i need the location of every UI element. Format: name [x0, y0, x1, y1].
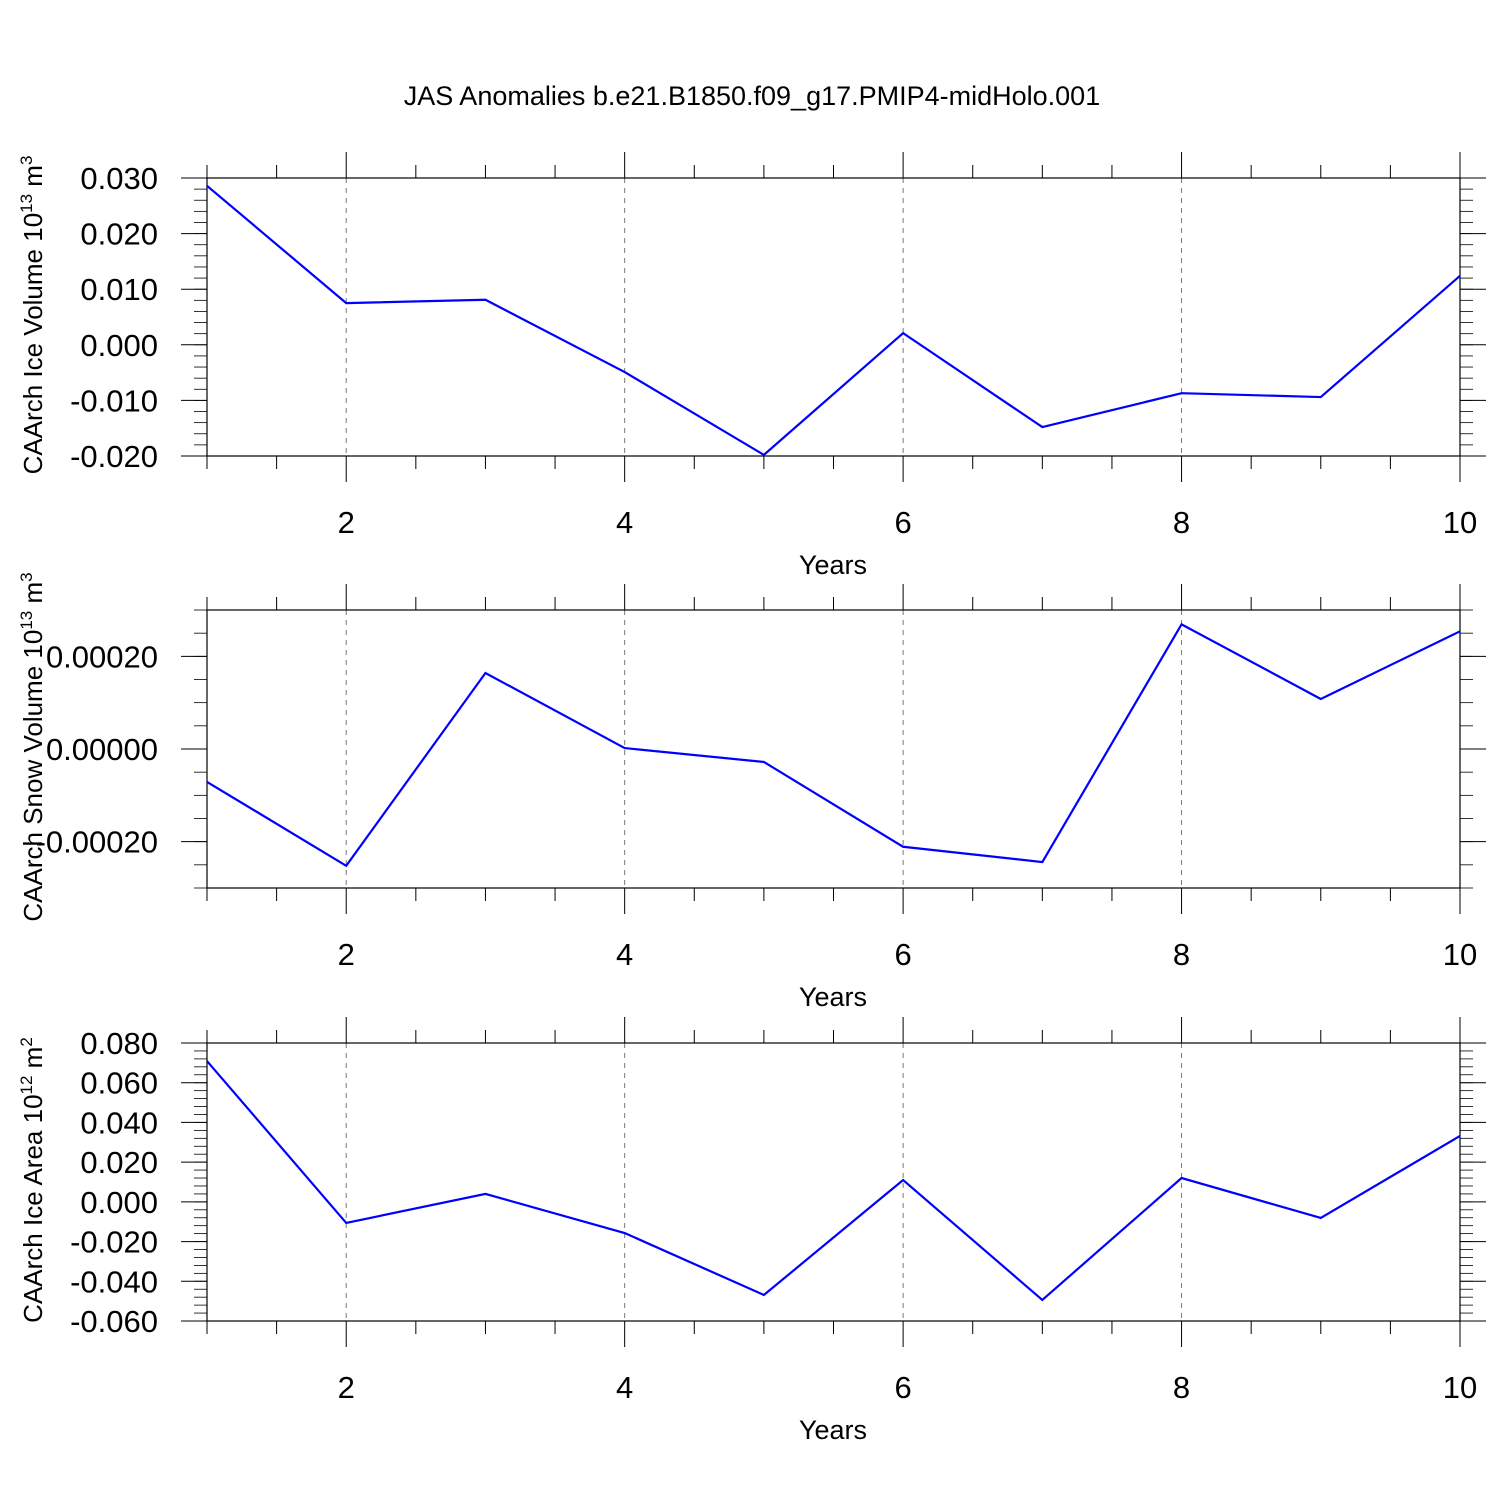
y-axis-label-part: CAArch Ice Volume 10	[18, 213, 48, 475]
y-tick-label: 0.000	[80, 328, 158, 363]
plot-frame	[206, 1042, 1461, 1322]
x-tick-label: 2	[338, 937, 355, 972]
y-axis-label-part: m	[18, 165, 48, 194]
x-tick-label: 6	[894, 937, 911, 972]
y-tick-label: 0.00020	[46, 639, 158, 674]
x-tick-label: 8	[1173, 1370, 1190, 1405]
series-line	[206, 1060, 1461, 1302]
y-tick-label: 0.00000	[46, 732, 158, 767]
x-axis-label: Years	[799, 1415, 867, 1445]
x-tick-label: 8	[1173, 937, 1190, 972]
x-axis-label: Years	[799, 982, 867, 1012]
y-tick-label: -0.060	[70, 1304, 158, 1339]
y-axis-label-part: 13	[17, 194, 36, 213]
x-tick-label: 4	[616, 937, 633, 972]
series-line	[206, 622, 1461, 868]
x-tick-label: 10	[1443, 505, 1477, 540]
y-tick-label: -0.00020	[36, 825, 158, 860]
y-axis-label-part: 3	[17, 572, 36, 581]
panel-3: -0.060 -0.040 -0.020 0.000 0.020 0.040 0.060 0.…	[17, 1017, 1486, 1445]
y-tick-label: 0.020	[80, 217, 158, 252]
x-tick-label: 4	[616, 1370, 633, 1405]
y-tick-label: 0.010	[80, 272, 158, 307]
y-tick-label: 0.020	[80, 1145, 158, 1180]
y-axis-label-part: 3	[17, 156, 36, 165]
y-axis-label-part: 2	[17, 1037, 36, 1046]
y-axis-label-part: m	[18, 1047, 48, 1076]
x-tick-label: 2	[338, 505, 355, 540]
y-axis-label-part: CAArch Ice Area 10	[18, 1094, 48, 1322]
plot-frame	[206, 609, 1461, 889]
panel-1: -0.020 -0.010 0.000 0.010 0.020 0.030 2 4 6 8 10 Ye…	[17, 152, 1486, 580]
y-tick-label: -0.020	[70, 1225, 158, 1260]
y-tick-label: 0.060	[80, 1066, 158, 1101]
y-tick-label: 0.030	[80, 161, 158, 196]
x-tick-label: 6	[894, 505, 911, 540]
y-axis-label: CAArch Snow Volume 1013 m3	[17, 572, 48, 921]
y-axis-label: CAArch Ice Volume 1013 m3	[17, 156, 48, 475]
x-tick-label: 4	[616, 505, 633, 540]
panel-2: -0.00020 0.00000 0.00020 2 4 6 8 10 Years CAArch …	[17, 572, 1486, 1012]
plot-frame	[206, 177, 1461, 457]
y-tick-label: -0.040	[70, 1264, 158, 1299]
x-tick-label: 10	[1443, 1370, 1477, 1405]
y-axis-label-part: CAArch Snow Volume 10	[18, 630, 48, 922]
y-tick-label: -0.020	[70, 439, 158, 474]
x-tick-label: 10	[1443, 937, 1477, 972]
y-axis-label-part: 12	[17, 1076, 36, 1095]
x-tick-label: 8	[1173, 505, 1190, 540]
y-tick-label: 0.040	[80, 1105, 158, 1140]
y-axis-label-part: m	[18, 582, 48, 611]
chart-title: JAS Anomalies b.e21.B1850.f09_g17.PMIP4-…	[404, 81, 1100, 111]
x-tick-label: 2	[338, 1370, 355, 1405]
y-axis-label-part: 13	[17, 611, 36, 630]
y-tick-label: 0.080	[80, 1026, 158, 1061]
x-tick-label: 6	[894, 1370, 911, 1405]
series-line	[206, 184, 1461, 457]
y-axis-label: CAArch Ice Area 1012 m2	[17, 1037, 48, 1323]
y-tick-label: 0.000	[80, 1185, 158, 1220]
y-tick-label: -0.010	[70, 383, 158, 418]
x-axis-label: Years	[799, 550, 867, 580]
